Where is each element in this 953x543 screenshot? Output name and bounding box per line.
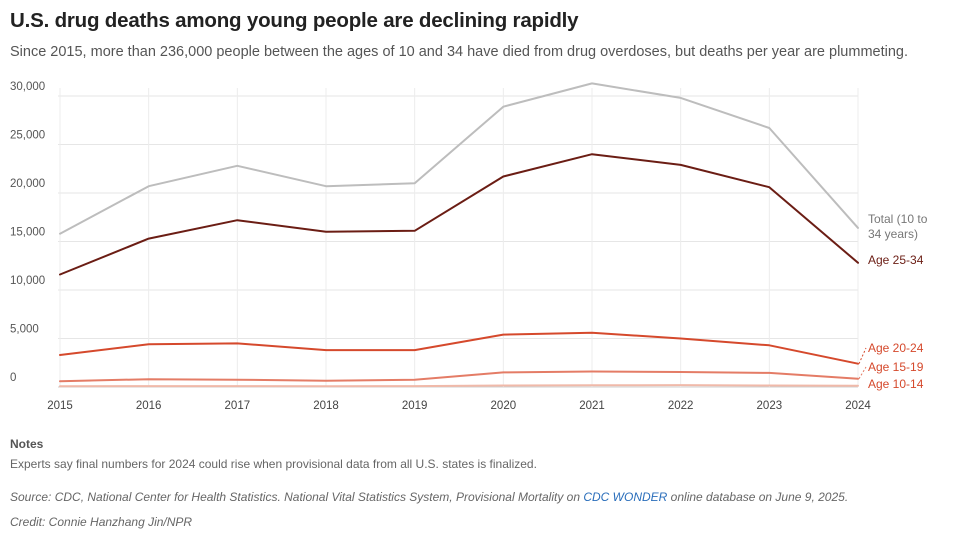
chart-subtitle: Since 2015, more than 236,000 people bet… (10, 44, 908, 60)
series-line-3 (59, 370, 859, 383)
series-lines (59, 82, 859, 388)
cdc-wonder-link[interactable]: CDC WONDER (583, 490, 668, 504)
x-tick-label: 2023 (757, 400, 783, 412)
x-axis-ticks: 2015 2016 2017 2018 2019 2020 2021 2022 2023 2024 (47, 400, 871, 412)
y-tick-label: 15,000 (10, 227, 45, 239)
series-label-3: Age 15-19 (868, 360, 924, 374)
label-leader-line (858, 347, 867, 364)
series-line-4 (59, 384, 859, 388)
x-tick-label: 2024 (845, 400, 871, 412)
y-tick-label: 20,000 (10, 178, 45, 190)
x-tick-label: 2015 (47, 400, 73, 412)
source-line: Source: CDC, National Center for Health … (10, 490, 848, 504)
series-label-1: Age 25-34 (868, 253, 924, 267)
x-tick-label: 2021 (579, 400, 605, 412)
y-tick-label: 10,000 (10, 275, 45, 287)
credit-line: Credit: Connie Hanzhang Jin/NPR (10, 515, 193, 529)
notes-text: Experts say final numbers for 2024 could… (10, 457, 537, 471)
series-line-2 (59, 331, 859, 365)
source-suffix: online database on June 9, 2025. (667, 490, 849, 504)
series-label-2: Age 20-24 (868, 341, 924, 355)
notes-heading: Notes (10, 437, 44, 451)
x-tick-label: 2020 (491, 400, 517, 412)
series-line-1 (59, 153, 859, 276)
label-leader-line (858, 366, 867, 380)
x-tick-label: 2019 (402, 400, 428, 412)
chart-title: U.S. drug deaths among young people are … (10, 9, 579, 32)
series-label-0: Total (10 to 34 years) (868, 212, 928, 241)
y-axis-ticks: 0 5,000 10,000 15,000 20,000 25,000 30,000 (10, 81, 45, 384)
series-label-line: 34 years) (868, 227, 918, 241)
series-label-line: Total (10 to (868, 212, 928, 226)
x-tick-label: 2016 (136, 400, 162, 412)
x-tick-label: 2022 (668, 400, 694, 412)
x-tick-label: 2017 (225, 400, 251, 412)
x-tick-label: 2018 (313, 400, 339, 412)
line-chart: 0 5,000 10,000 15,000 20,000 25,000 30,000 201… (10, 81, 928, 412)
y-tick-label: 0 (10, 372, 16, 384)
series-label-4: Age 10-14 (868, 377, 924, 391)
gridlines (58, 88, 859, 388)
series-line-0 (59, 82, 859, 235)
y-tick-label: 25,000 (10, 130, 45, 142)
y-tick-label: 5,000 (10, 324, 39, 336)
y-tick-label: 30,000 (10, 81, 45, 93)
source-prefix: Source: CDC, National Center for Health … (10, 490, 584, 504)
series-labels: Total (10 to 34 years) Age 25-34 Age 20-24 A… (858, 212, 928, 391)
